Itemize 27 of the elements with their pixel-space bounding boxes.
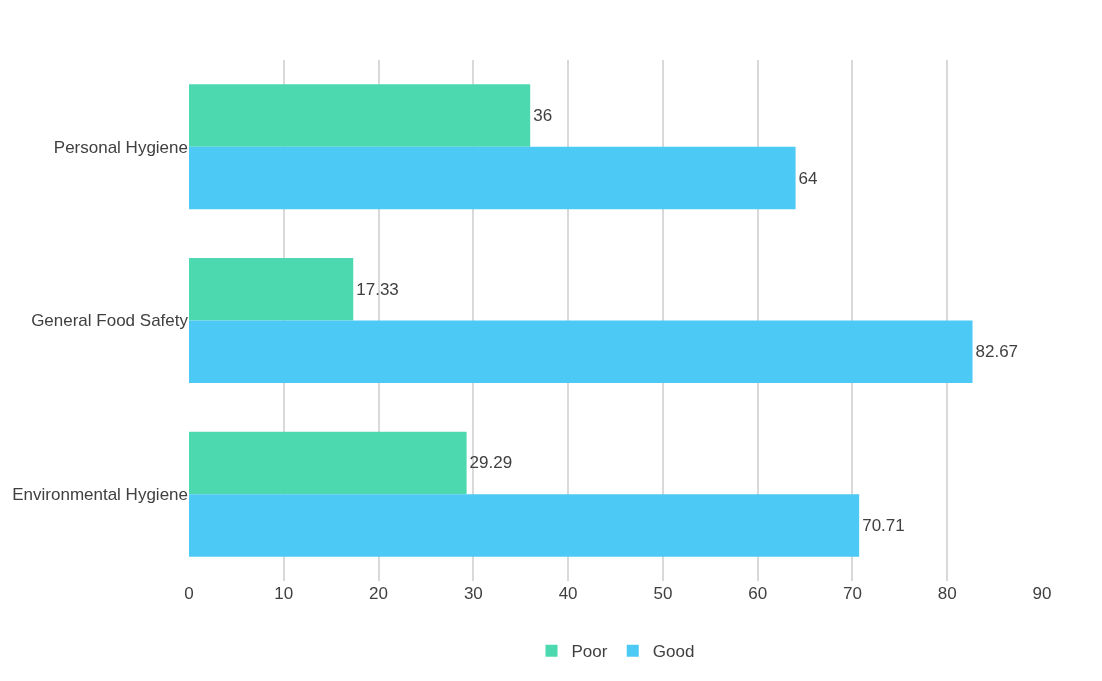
x-tick-label: 60: [748, 584, 768, 603]
y-tick-label: General Food Safety: [31, 311, 189, 331]
data-label: 64: [798, 168, 818, 188]
data-label: 36: [533, 106, 553, 126]
bar: [189, 494, 860, 557]
data-label: 70.71: [862, 515, 905, 535]
bar: [189, 320, 973, 384]
x-tick-label: 90: [1032, 584, 1052, 603]
bar: [189, 257, 354, 321]
x-tick-label: 0: [184, 584, 194, 603]
y-tick-label: Environmental Hygiene: [12, 485, 188, 505]
legend-label: Poor: [571, 642, 608, 662]
bar: [189, 146, 796, 210]
data-label: 17.33: [356, 279, 399, 299]
y-tick-label: Personal Hygiene: [53, 137, 188, 157]
legend-label: Good: [652, 642, 695, 662]
x-tick-label: 20: [369, 584, 389, 603]
x-tick-label: 40: [558, 584, 578, 603]
x-tick-label: 50: [653, 584, 673, 603]
bar: [189, 84, 531, 147]
data-label: 29.29: [469, 453, 513, 473]
x-tick-label: 80: [937, 584, 957, 603]
x-tick-label: 10: [274, 584, 294, 603]
x-tick-label: 70: [842, 584, 862, 603]
data-label: 82.67: [975, 342, 1019, 362]
x-tick-label: 30: [463, 584, 483, 603]
bar: [189, 431, 467, 495]
